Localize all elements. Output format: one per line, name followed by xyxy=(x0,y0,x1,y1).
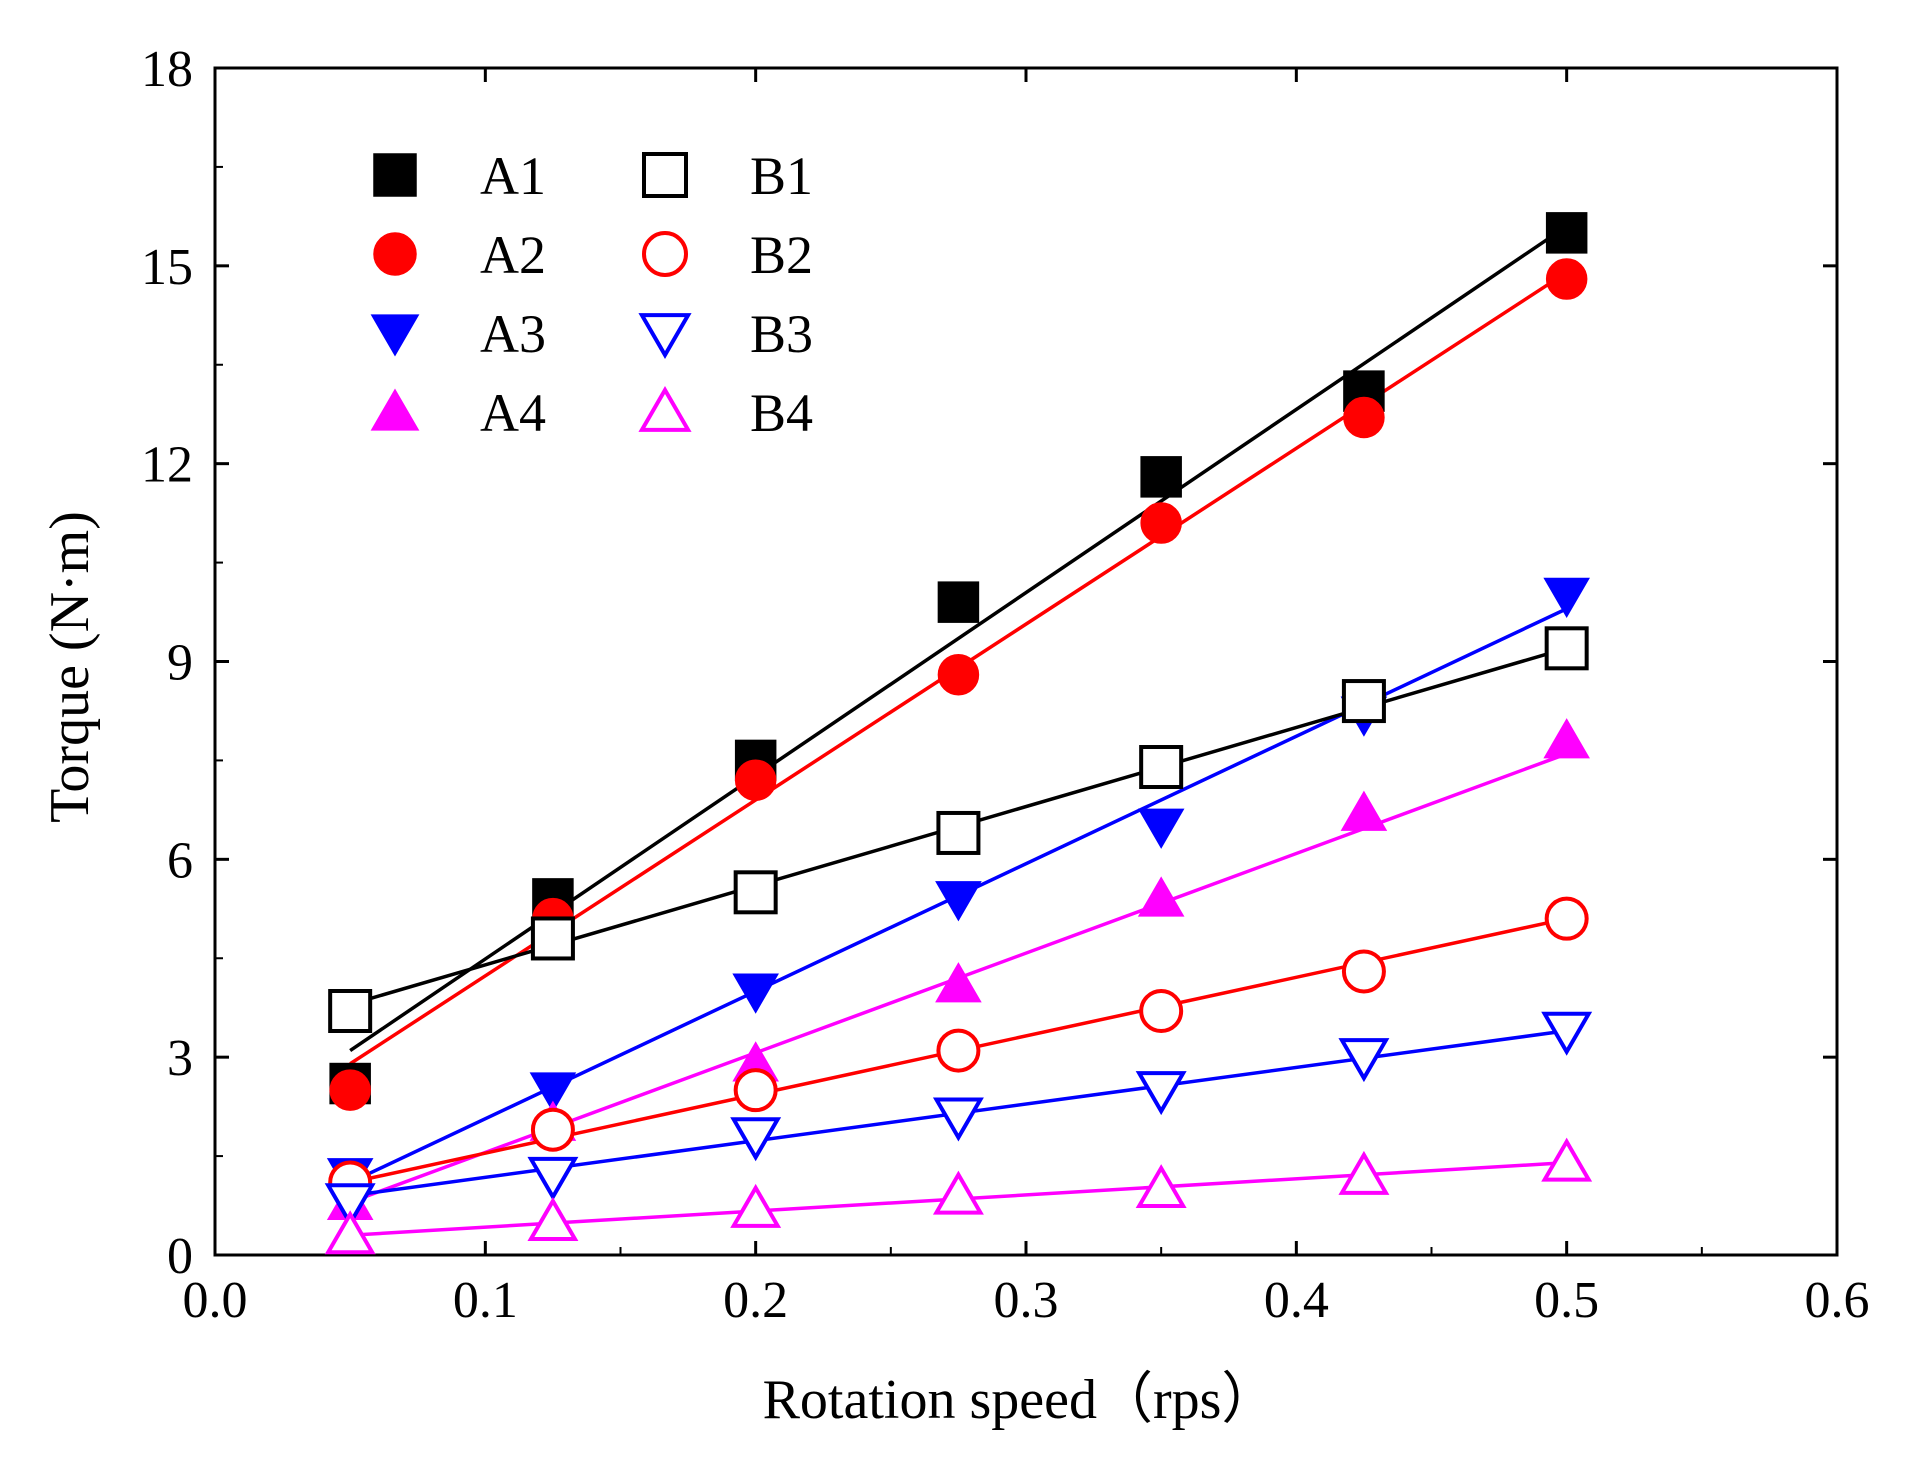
marker-a1 xyxy=(1140,456,1182,498)
x-tick-label: 0.6 xyxy=(1805,1272,1870,1329)
marker-b3 xyxy=(932,1097,984,1142)
x-tick-label: 0.2 xyxy=(723,1272,788,1329)
legend-marker-b2 xyxy=(642,231,688,277)
legend-marker-b3 xyxy=(638,313,692,360)
marker-b3 xyxy=(527,1156,579,1201)
marker-a2 xyxy=(734,759,777,801)
marker-b1 xyxy=(1544,626,1589,671)
plot-frame xyxy=(213,66,1839,1257)
ticks: 0.0 0.1 0.2 0.3 0.4 0.5 0.6 0 3 6 9 12 15 18 xyxy=(141,41,1870,1329)
marker-a2 xyxy=(329,1069,371,1111)
marker-a4 xyxy=(1340,790,1388,831)
marker-a2 xyxy=(1343,396,1385,439)
series-b4 xyxy=(324,1137,1593,1255)
marker-a2 xyxy=(1140,502,1182,544)
marker-a1 xyxy=(937,581,980,623)
marker-b2 xyxy=(1544,896,1589,941)
x-tick-label: 0.4 xyxy=(1264,1272,1329,1329)
x-axis-title: Rotation speed（rps） xyxy=(763,1369,1278,1431)
y-tick-label: 3 xyxy=(167,1030,193,1087)
y-tick-label: 0 xyxy=(167,1228,193,1285)
legend-label-a4: A4 xyxy=(480,383,546,443)
marker-b4 xyxy=(1338,1150,1390,1195)
legend-label-a1: A1 xyxy=(480,146,546,206)
y-tick-label: 6 xyxy=(167,832,193,889)
marker-a4 xyxy=(1137,876,1185,917)
legend-label-b4: B4 xyxy=(750,383,813,443)
marker-a4 xyxy=(935,962,982,1003)
marker-b1 xyxy=(328,989,373,1034)
marker-a1 xyxy=(1545,212,1588,254)
marker-b4 xyxy=(1541,1137,1593,1182)
marker-b1 xyxy=(936,810,981,855)
marker-b3 xyxy=(1541,1011,1593,1056)
marker-b4 xyxy=(527,1197,579,1242)
marker-b2 xyxy=(1139,989,1184,1034)
legend-label-b2: B2 xyxy=(750,225,813,285)
y-axis-title: Torque (N·m) xyxy=(39,511,101,823)
marker-a3 xyxy=(1137,808,1185,849)
x-tick-label: 0.5 xyxy=(1534,1272,1599,1329)
legend-marker-a1 xyxy=(373,153,417,197)
legend-marker-b1 xyxy=(642,152,688,198)
legend-label-b1: B1 xyxy=(750,146,813,206)
marker-b2 xyxy=(530,1107,575,1152)
marker-b3 xyxy=(1135,1071,1187,1116)
data-markers xyxy=(324,212,1593,1255)
series-a4 xyxy=(326,718,1590,1220)
marker-b1 xyxy=(1341,679,1386,724)
marker-b1 xyxy=(1139,745,1184,790)
marker-a4 xyxy=(1543,718,1590,759)
y-tick-label: 9 xyxy=(167,635,193,692)
legend: A1 A2 A3 A4 B1 B2 B3 B4 xyxy=(370,146,813,443)
legend-marker-a4 xyxy=(370,388,420,431)
legend-label-a3: A3 xyxy=(480,304,546,364)
legend-label-a2: A2 xyxy=(480,225,546,285)
series-b3 xyxy=(324,1011,1593,1228)
legend-marker-a2 xyxy=(373,232,417,276)
marker-b4 xyxy=(932,1170,984,1215)
marker-b3 xyxy=(1338,1038,1390,1083)
marker-a3 xyxy=(529,1072,577,1113)
x-tick-label: 0.1 xyxy=(453,1272,518,1329)
marker-b2 xyxy=(733,1068,778,1113)
series-b1 xyxy=(328,626,1589,1034)
legend-marker-b4 xyxy=(638,385,692,432)
marker-b1 xyxy=(530,916,575,961)
legend-label-b3: B3 xyxy=(750,304,813,364)
marker-a3 xyxy=(732,973,779,1014)
marker-a3 xyxy=(1543,577,1590,619)
marker-b2 xyxy=(1341,949,1386,994)
marker-b4 xyxy=(730,1183,782,1228)
x-tick-label: 0.0 xyxy=(183,1272,248,1329)
legend-marker-a3 xyxy=(370,314,420,357)
axes xyxy=(213,66,1839,1257)
marker-a2 xyxy=(1545,258,1588,300)
marker-b3 xyxy=(730,1117,782,1162)
y-tick-label: 18 xyxy=(141,41,193,98)
marker-b1 xyxy=(733,870,778,915)
marker-a3 xyxy=(935,881,982,922)
x-tick-label: 0.3 xyxy=(994,1272,1059,1329)
marker-b4 xyxy=(1135,1164,1187,1209)
y-tick-label: 15 xyxy=(141,239,193,296)
marker-b2 xyxy=(936,1028,981,1073)
series-b2 xyxy=(328,896,1589,1205)
marker-b3 xyxy=(324,1183,376,1228)
marker-b4 xyxy=(324,1210,376,1255)
marker-a2 xyxy=(937,653,980,696)
y-tick-label: 12 xyxy=(141,437,193,494)
